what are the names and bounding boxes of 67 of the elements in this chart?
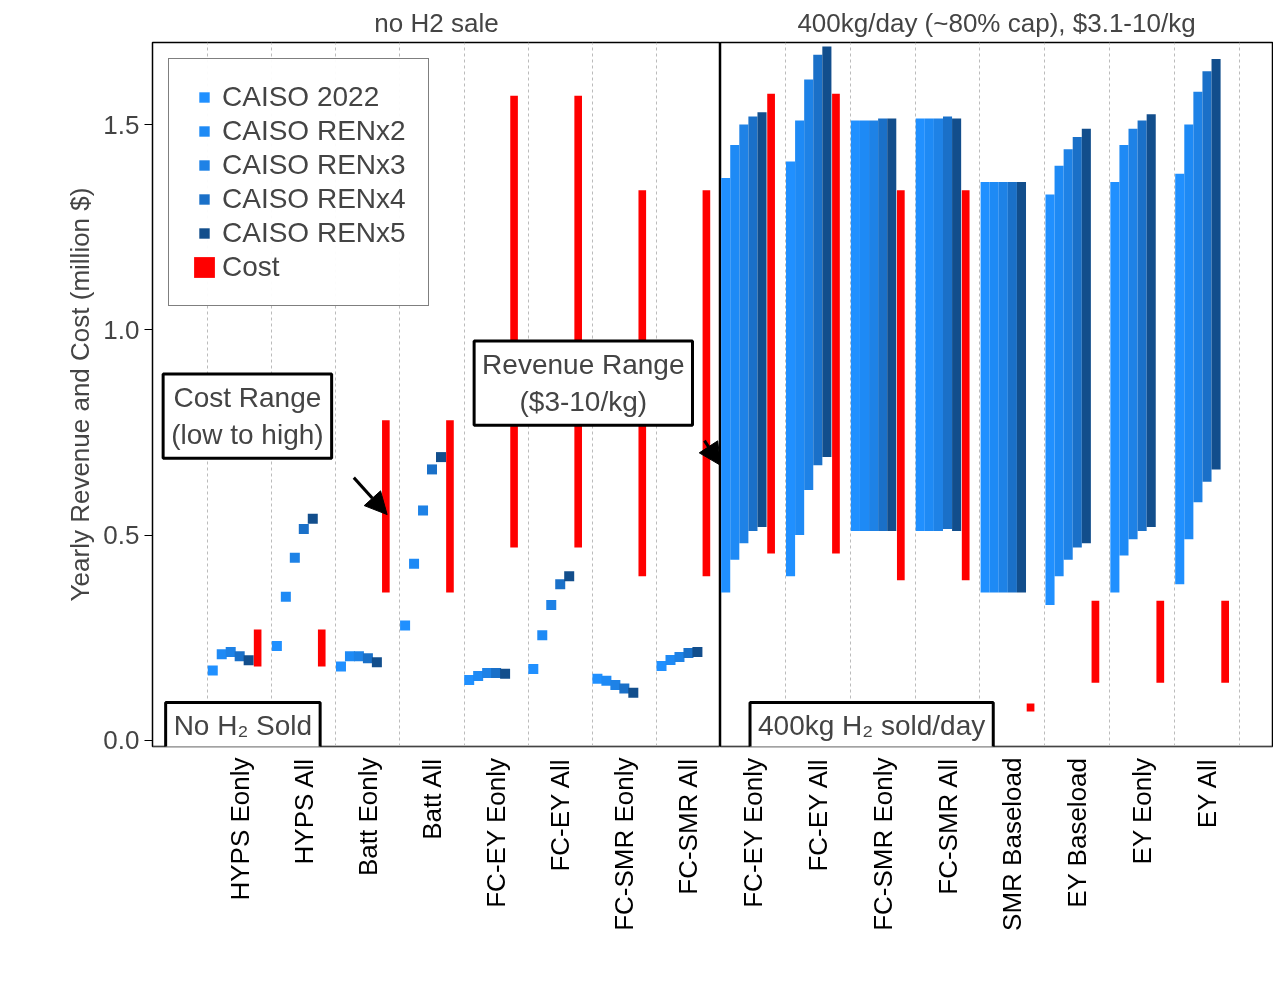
bar (1063, 149, 1073, 560)
bar (1193, 91, 1203, 503)
bar (1072, 136, 1082, 548)
y-tick-label: 1.0 (103, 314, 140, 345)
annotation: No H₂ Sold (173, 710, 313, 742)
x-tick-label: FC-SMR All (673, 758, 704, 895)
x-tick-label: EY All (1191, 759, 1222, 829)
bar (933, 118, 943, 531)
bar (1081, 128, 1091, 544)
bar (961, 190, 970, 581)
x-tick-label: HYPS Eonly (224, 757, 255, 901)
bar (1128, 128, 1138, 540)
bar (1091, 600, 1100, 683)
annotation: Revenue Range ($3-10/kg) (482, 349, 685, 418)
legend-label: CAISO RENx3 (222, 149, 406, 181)
chart-title: 400kg/day (~80% cap), $3.1-10/kg (797, 7, 1196, 38)
legend-label: CAISO RENx5 (222, 217, 406, 249)
bar (739, 124, 749, 544)
legend-label: Cost (222, 251, 280, 283)
x-tick-label: FC-EY All (802, 759, 833, 872)
bar (1156, 600, 1165, 683)
bar (1137, 120, 1147, 531)
x-tick-label: HYPS All (288, 758, 319, 865)
bar (942, 116, 953, 529)
bar (813, 54, 823, 466)
bar (832, 93, 840, 554)
y-axis-title: Yearly Revenue and Cost (million $) (65, 187, 96, 602)
y-tick-label: 1.5 (103, 109, 140, 140)
annotation: Cost Range (low to high) (171, 381, 324, 451)
bar (757, 112, 767, 527)
bar (822, 46, 832, 458)
bar (869, 120, 879, 531)
x-tick-label: Batt Eonly (352, 757, 383, 877)
legend-label: CAISO RENx2 (222, 115, 406, 147)
legend-label: CAISO RENx4 (222, 183, 406, 215)
x-tick-label: EY Baseload (1062, 757, 1093, 908)
x-tick-label: Batt All (417, 758, 448, 840)
bar (804, 79, 814, 490)
x-tick-label: FC-EY All (545, 759, 576, 872)
bar (317, 629, 326, 667)
bar (1146, 114, 1156, 527)
x-tick-label: FC-EY Eonly (481, 757, 512, 908)
bar (1221, 600, 1230, 683)
bar (878, 118, 888, 531)
x-tick-label: FC-EY Eonly (737, 757, 768, 908)
bar (748, 116, 758, 531)
y-tick-label: 0.0 (103, 725, 140, 756)
bar (998, 182, 1008, 593)
bar (1202, 71, 1212, 482)
x-tick-label: FC-SMR All (932, 758, 963, 895)
bar (896, 190, 905, 581)
bar (1026, 703, 1035, 712)
bar (1007, 182, 1017, 593)
bar (1016, 182, 1027, 593)
bar (1211, 58, 1221, 470)
bar (767, 93, 775, 554)
x-tick-label: FC-SMR Eonly (609, 757, 640, 931)
bar (887, 118, 897, 531)
y-tick-label: 0.5 (103, 520, 140, 551)
bar (446, 420, 454, 593)
legend-label: CAISO 2022 (222, 81, 380, 113)
x-tick-label: SMR Baseload (997, 757, 1028, 931)
x-tick-label: FC-SMR Eonly (867, 757, 898, 931)
annotation: 400kg H₂ sold/day (758, 710, 986, 742)
bar (952, 118, 962, 531)
chart-title: no H2 sale (374, 7, 499, 38)
x-tick-label: EY Eonly (1127, 757, 1158, 865)
